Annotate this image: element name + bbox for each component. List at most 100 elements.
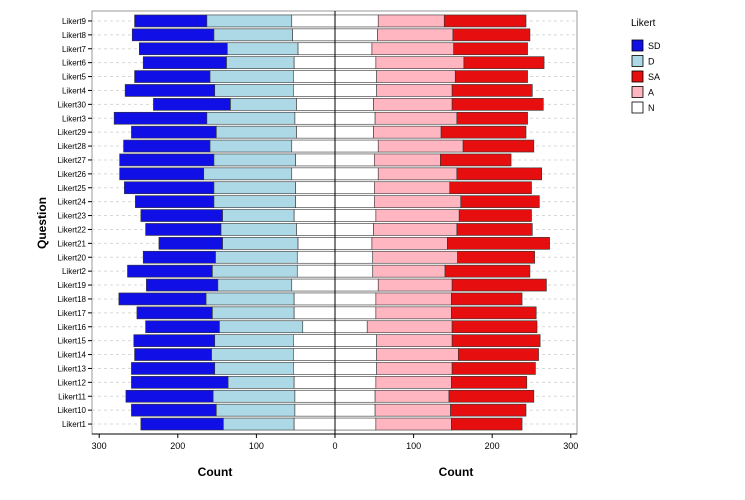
bar-sd (131, 28, 215, 42)
bar-d (213, 181, 296, 195)
legend-label-n: N (648, 103, 655, 113)
bar-sa (456, 167, 543, 181)
bar-a (372, 250, 458, 264)
category-label: Likert6 (62, 59, 87, 68)
bar-sa (451, 334, 541, 347)
legend-swatch-d (631, 55, 644, 67)
bar-sa (451, 98, 544, 111)
category-label: Likert9 (62, 17, 87, 26)
x-tick-label: 0 (332, 441, 337, 451)
category-label: Likert26 (58, 170, 87, 179)
bar-sd (131, 403, 217, 417)
bar-d (227, 42, 299, 56)
y-axis-title: Question (35, 197, 49, 249)
category-label: Likert28 (58, 142, 87, 151)
bar-sa (460, 195, 540, 208)
bar-sa (451, 306, 537, 320)
bar-d (219, 320, 304, 334)
bar-a (371, 237, 448, 250)
bar-a (375, 292, 452, 306)
bar-a (372, 264, 446, 278)
bar-sa (451, 278, 547, 292)
category-label: Likert16 (58, 323, 87, 332)
bar-a (373, 153, 441, 167)
bar-d (209, 70, 294, 83)
bar-sd (125, 389, 214, 403)
legend-swatch-sa (631, 70, 644, 83)
bar-sd (142, 56, 227, 69)
category-label: Likert19 (58, 281, 87, 290)
bar-d (209, 139, 293, 153)
bar-d (214, 362, 294, 375)
bar-a (376, 334, 453, 347)
bar-sa (462, 139, 535, 153)
x-axis-title-right: Count (439, 465, 474, 479)
bar-sa (457, 250, 535, 264)
bar-d (213, 195, 296, 208)
bar-sd (131, 376, 229, 389)
category-label: Likert11 (58, 392, 86, 401)
legend-swatch-n (631, 101, 644, 114)
bar-sa (453, 42, 528, 56)
legend-label-sd: SD (648, 41, 661, 51)
bar-sd (127, 264, 213, 278)
bar-a (375, 209, 460, 222)
bar-d (212, 389, 296, 403)
bar-d (216, 403, 296, 417)
category-label: Likert20 (58, 253, 87, 262)
legend-title: Likert (631, 18, 656, 29)
bar-d (203, 167, 293, 181)
bar-sa (451, 376, 528, 389)
bar-sa (451, 320, 538, 334)
bar-d (213, 28, 293, 42)
bar-sd (136, 306, 213, 320)
bar-d (216, 125, 297, 139)
category-label: Likert10 (58, 406, 87, 415)
bar-a (375, 417, 452, 431)
x-tick-label: 100 (249, 441, 264, 451)
bar-sa (440, 153, 512, 167)
category-label: Likert17 (58, 309, 87, 318)
category-label: Likert22 (58, 225, 87, 234)
bar-sa (451, 362, 536, 375)
bar-a (375, 306, 452, 320)
category-label: Likert13 (58, 364, 87, 373)
bar-a (375, 56, 465, 69)
category-label: Likert3 (62, 114, 87, 123)
bar-sd (158, 237, 223, 250)
bar-a (375, 376, 452, 389)
bar-d (206, 111, 296, 125)
bar-sa (454, 70, 528, 83)
bar-sd (134, 14, 208, 28)
bar-sa (450, 403, 527, 417)
bar-sd (140, 417, 224, 431)
bar-sd (145, 223, 222, 236)
bar-d (222, 209, 295, 222)
bar-sa (456, 111, 528, 125)
bar-a (377, 278, 453, 292)
bar-sd (142, 250, 216, 264)
bar-d (227, 376, 295, 389)
bar-a (373, 195, 462, 208)
bar-sd (124, 84, 216, 97)
bar-d (222, 237, 299, 250)
bar-sa (463, 56, 545, 69)
category-label: Likert14 (58, 351, 87, 360)
bar-d (212, 306, 295, 320)
bar-a (376, 348, 459, 361)
bar-sd (134, 70, 211, 83)
category-label: Likert1 (62, 420, 87, 429)
bar-a (373, 125, 442, 139)
category-label: Likert21 (58, 239, 87, 248)
x-tick-label: 300 (563, 441, 578, 451)
bar-d (220, 223, 297, 236)
category-label: Likert2 (62, 267, 87, 276)
category-label: Likert23 (58, 212, 87, 221)
bar-sd (118, 292, 207, 306)
legend: Likert SD D SA AN (631, 18, 661, 114)
bar-d (212, 264, 298, 278)
bar-d (230, 98, 297, 111)
bar-sd (123, 139, 211, 153)
bar-d (223, 417, 295, 431)
